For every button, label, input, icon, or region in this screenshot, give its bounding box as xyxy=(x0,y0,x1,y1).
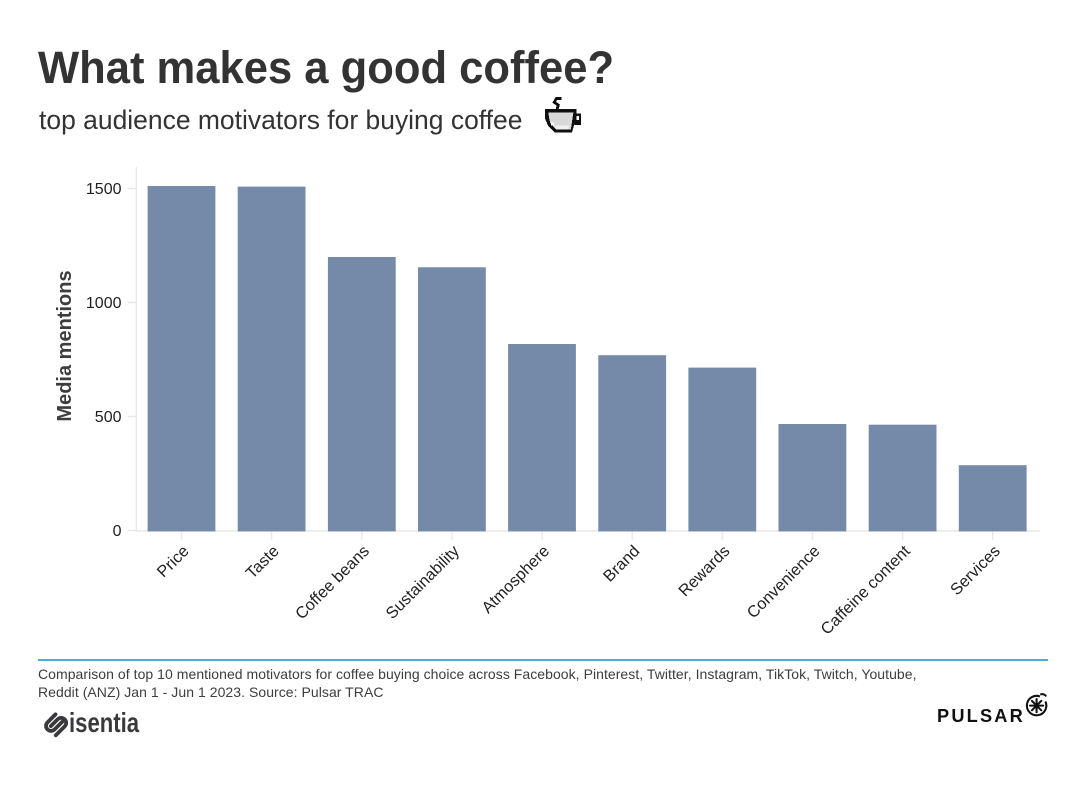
svg-text:Coffee beans: Coffee beans xyxy=(292,542,373,623)
svg-text:Price: Price xyxy=(154,542,193,581)
svg-text:Convenience: Convenience xyxy=(744,542,824,622)
svg-text:Atmosphere: Atmosphere xyxy=(478,542,553,617)
svg-text:Taste: Taste xyxy=(242,542,282,582)
svg-text:Brand: Brand xyxy=(600,542,643,585)
svg-text:Caffeine content: Caffeine content xyxy=(817,542,914,639)
svg-text:isentia: isentia xyxy=(69,708,140,739)
svg-text:Services: Services xyxy=(947,542,1004,599)
svg-text:Sustainability: Sustainability xyxy=(382,541,463,622)
svg-text:0: 0 xyxy=(113,523,122,540)
svg-text:Media mentions: Media mentions xyxy=(54,270,76,421)
svg-text:1000: 1000 xyxy=(86,295,122,312)
svg-text:500: 500 xyxy=(95,409,122,426)
svg-text:Rewards: Rewards xyxy=(675,542,733,600)
svg-text:1500: 1500 xyxy=(86,181,122,198)
